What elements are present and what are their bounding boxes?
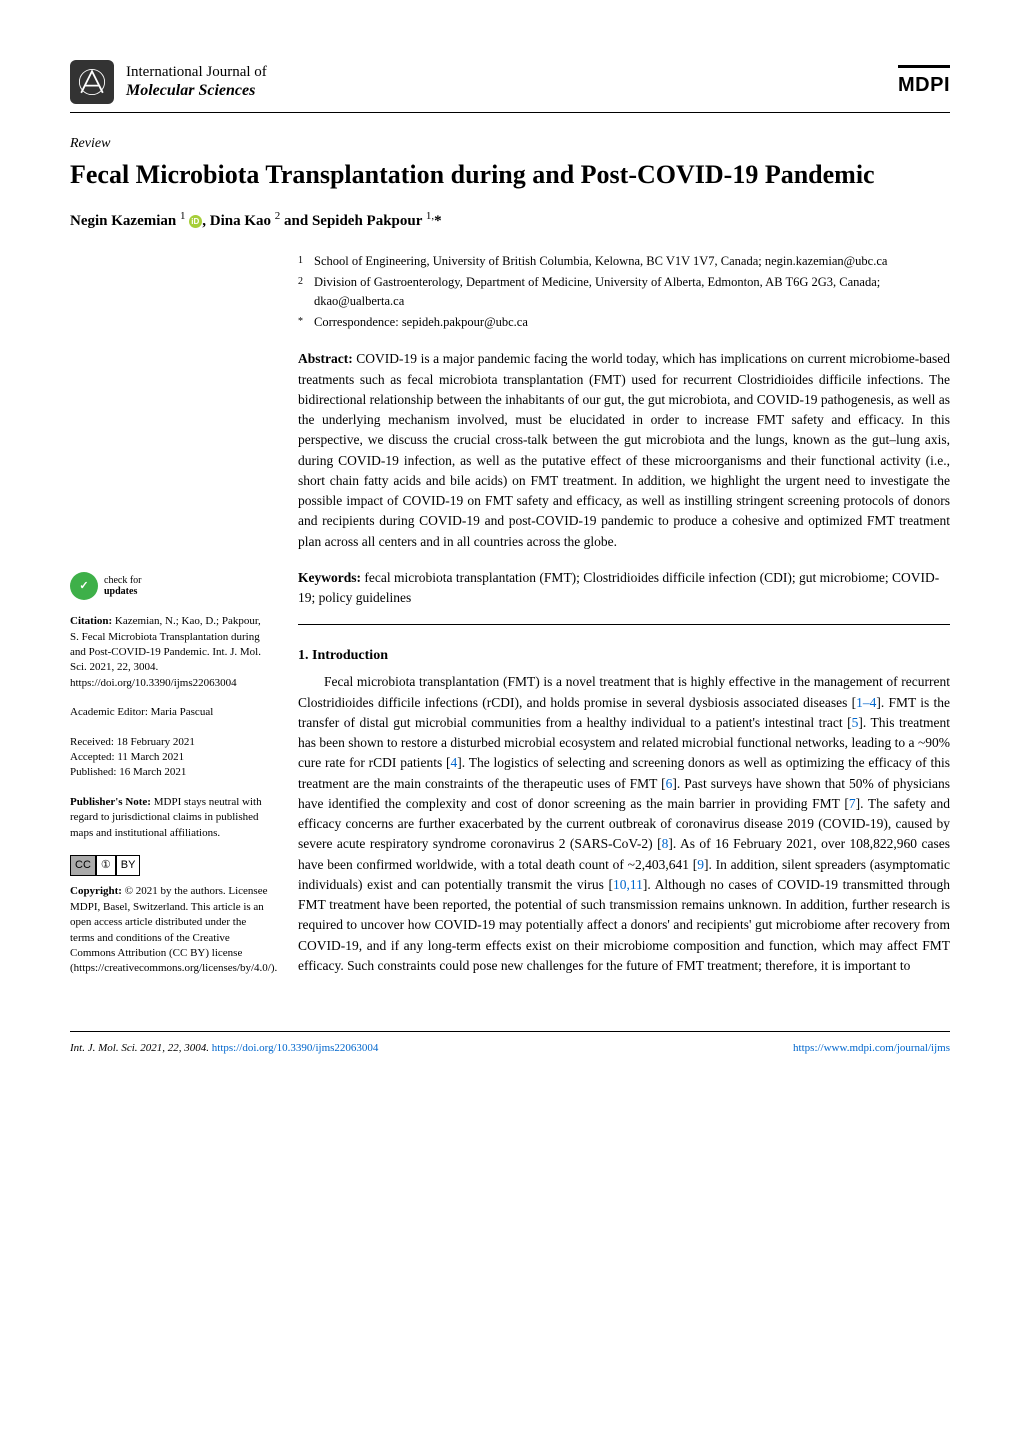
check-updates-badge[interactable]: ✓ check for updates (70, 572, 270, 600)
main-content: 1School of Engineering, University of Br… (298, 252, 950, 990)
journal-title: International Journal of Molecular Scien… (126, 63, 267, 100)
keywords-text: fecal microbiota transplantation (FMT); … (298, 570, 939, 605)
abstract-label: Abstract: (298, 351, 353, 366)
journal-name-line1: International Journal of (126, 63, 267, 81)
article-title: Fecal Microbiota Transplantation during … (70, 158, 950, 192)
article-type: Review (70, 133, 950, 154)
check-updates-text: check for updates (104, 575, 141, 597)
dates-block: Received: 18 February 2021 Accepted: 11 … (70, 735, 270, 781)
publisher-logo: MDPI (898, 65, 950, 100)
journal-brand: International Journal of Molecular Scien… (70, 60, 267, 104)
section-1-body: Fecal microbiota transplantation (FMT) i… (298, 672, 950, 976)
sidebar: ✓ check for updates Citation: Kazemian, … (70, 252, 270, 990)
page-footer: Int. J. Mol. Sci. 2021, 22, 3004. https:… (70, 1031, 950, 1057)
footer-journal-link[interactable]: https://www.mdpi.com/journal/ijms (793, 1040, 950, 1057)
page-header: International Journal of Molecular Scien… (70, 60, 950, 113)
affiliations: 1School of Engineering, University of Br… (298, 252, 950, 331)
journal-logo-icon (70, 60, 114, 104)
journal-name-line2: Molecular Sciences (126, 81, 267, 100)
cc-by-badge: CC①BY (70, 855, 140, 876)
check-updates-icon: ✓ (70, 572, 98, 600)
keywords-label: Keywords: (298, 570, 361, 585)
abstract: Abstract: COVID-19 is a major pandemic f… (298, 349, 950, 552)
abstract-text: COVID-19 is a major pandemic facing the … (298, 351, 950, 548)
footer-citation: Int. J. Mol. Sci. 2021, 22, 3004. https:… (70, 1040, 378, 1057)
keywords: Keywords: fecal microbiota transplantati… (298, 568, 950, 626)
footer-doi-link[interactable]: https://doi.org/10.3390/ijms22063004 (212, 1042, 379, 1054)
authors-line: Negin Kazemian 1 , Dina Kao 2 and Sepide… (70, 208, 950, 233)
citation-block: Citation: Kazemian, N.; Kao, D.; Pakpour… (70, 614, 270, 691)
publishers-note-block: Publisher's Note: MDPI stays neutral wit… (70, 795, 270, 841)
editor-block: Academic Editor: Maria Pascual (70, 705, 270, 720)
section-1-heading: 1. Introduction (298, 645, 950, 666)
copyright-block: Copyright: © 2021 by the authors. Licens… (70, 884, 270, 976)
